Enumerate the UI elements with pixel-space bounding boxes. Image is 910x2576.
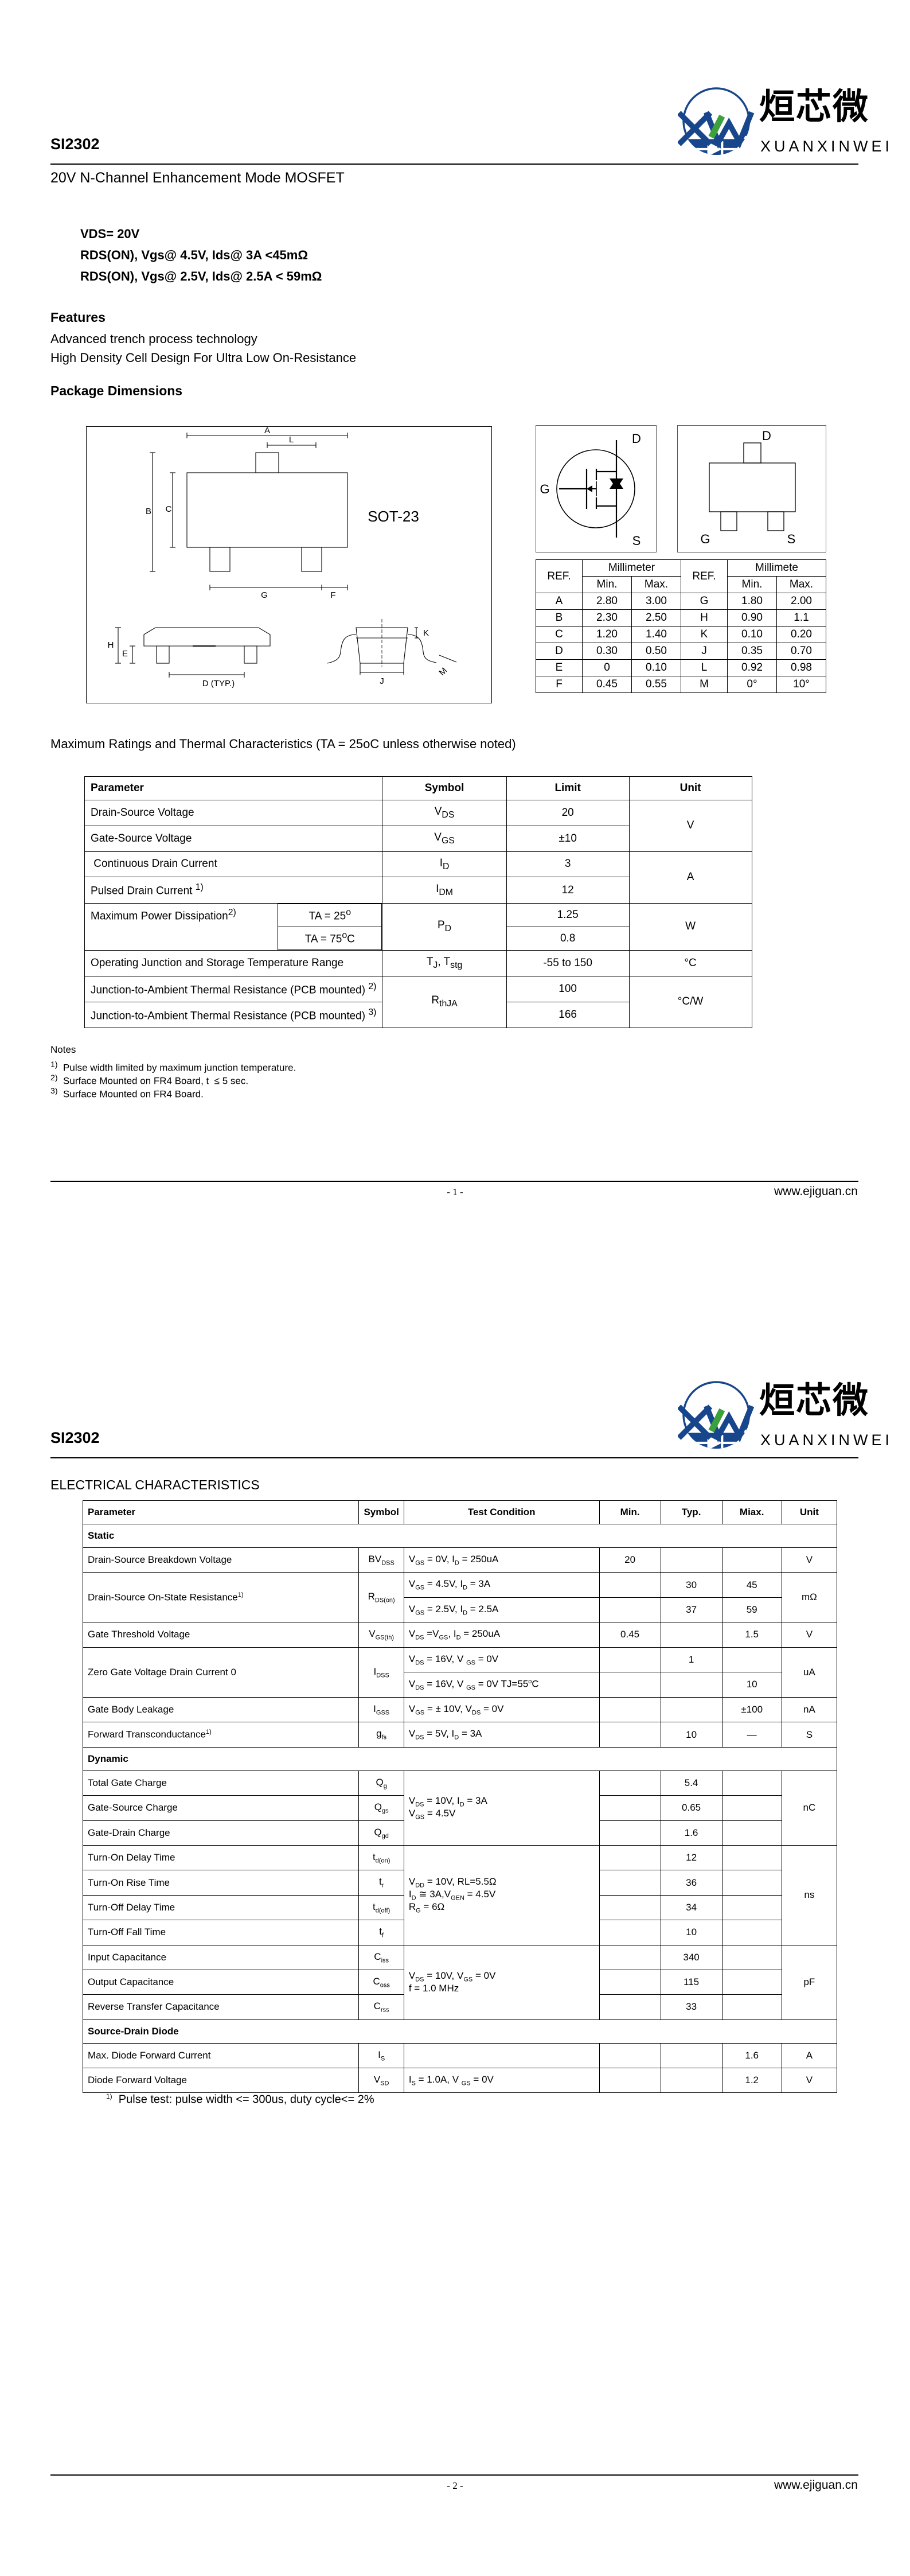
- svg-text:M: M: [437, 666, 449, 678]
- svg-text:J: J: [380, 676, 384, 686]
- svg-text:SOT-23: SOT-23: [368, 508, 419, 525]
- svg-text:K: K: [423, 628, 429, 638]
- svg-text:D: D: [632, 431, 641, 446]
- svg-text:G: G: [261, 590, 268, 600]
- svg-text:D (TYP.): D (TYP.): [202, 679, 235, 688]
- svg-text:E: E: [122, 649, 128, 659]
- svg-text:F: F: [330, 590, 335, 600]
- svg-text:B: B: [146, 507, 151, 516]
- svg-text:G: G: [700, 532, 710, 546]
- svg-text:S: S: [632, 534, 641, 548]
- svg-text:C: C: [166, 504, 172, 514]
- svg-text:S: S: [787, 532, 796, 546]
- svg-text:G: G: [540, 482, 549, 496]
- svg-text:D: D: [762, 429, 771, 443]
- svg-text:L: L: [289, 435, 294, 445]
- svg-text:A: A: [264, 427, 270, 435]
- svg-text:H: H: [108, 640, 114, 650]
